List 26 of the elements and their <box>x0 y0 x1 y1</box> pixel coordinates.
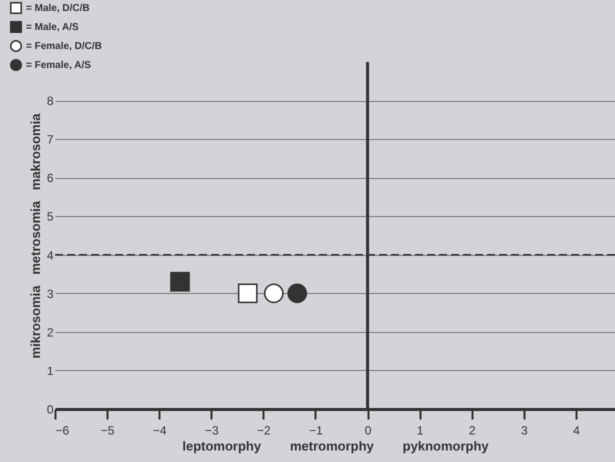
x-tick-label: −5 <box>100 424 115 438</box>
x-tick-label: −2 <box>257 424 272 438</box>
x-tick-label: 0 <box>364 424 372 438</box>
x-axis-title: leptomorphy metromorphy pyknomorphy <box>182 438 490 454</box>
legend-label: = Male, A/S <box>26 22 80 33</box>
y-tick-label: 7 <box>46 132 54 147</box>
x-tick-label: −4 <box>152 424 167 438</box>
legend-label: = Female, D/C/B <box>26 41 102 52</box>
y-tick-label: 1 <box>46 364 54 378</box>
y-tick-label: 8 <box>46 94 54 108</box>
x-tick-label: −3 <box>204 424 219 438</box>
x-tick-label: 2 <box>468 424 476 438</box>
y-tick-label: 4 <box>46 248 54 262</box>
x-tick-label: 3 <box>520 424 528 438</box>
legend-label: = Female, A/S <box>26 60 92 71</box>
legend-label: = Male, D/C/B <box>26 3 90 14</box>
y-tick-label: 3 <box>46 286 54 301</box>
x-tick-label: 4 <box>573 424 580 438</box>
y-tick-label: 2 <box>46 325 54 340</box>
y-axis-title: mikrosomia metrosomia makrosomia <box>28 112 43 358</box>
y-tick-label: 6 <box>46 171 54 186</box>
x-tick-label: 1 <box>416 424 424 438</box>
y-tick-label: 0 <box>46 402 54 416</box>
y-tick-label: 5 <box>46 210 54 224</box>
x-tick-label: −1 <box>309 424 324 438</box>
x-tick-label: −6 <box>56 424 70 438</box>
